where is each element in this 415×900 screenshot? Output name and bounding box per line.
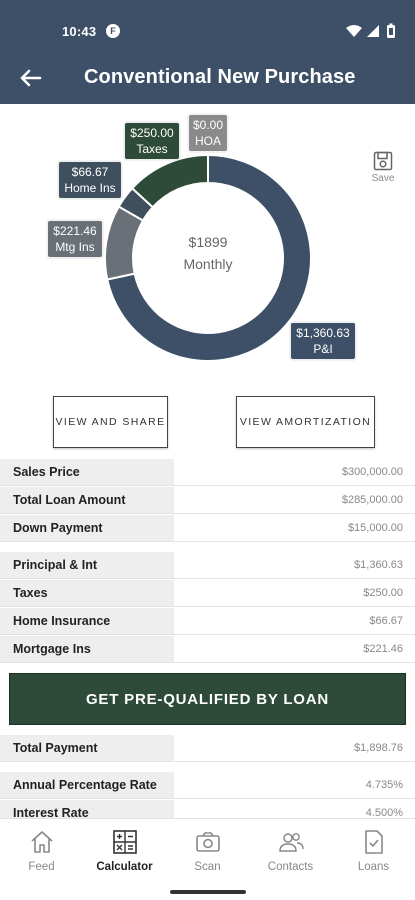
row-label: Total Loan Amount [0,487,174,513]
row-label: Principal & Int [0,552,174,578]
row-value: $1,360.63 [174,552,415,578]
get-pre-qualified-button[interactable]: GET PRE-QUALIFIED BY LOAN [9,673,406,725]
back-arrow-icon[interactable] [16,64,44,92]
battery-icon [387,23,395,38]
page-title: Conventional New Purchase [84,66,356,88]
row-label: Total Payment [0,735,174,761]
callout-taxes-value: $250.00 [130,126,174,140]
save-label: Save [371,173,395,184]
row-label: Sales Price [0,459,174,485]
status-icons [346,23,395,38]
nav-item-scan[interactable]: Scan [166,829,249,873]
chart-center-amount: $1899 [188,234,228,250]
nav-item-loans[interactable]: Loans [332,829,415,873]
row-label: Home Insurance [0,608,174,634]
app-header: 10:43 F Conventional New Purchase [0,0,415,104]
nav-label-feed: Feed [28,861,55,873]
bottom-navigation: Feed Calculator Scan [0,818,415,900]
callout-hoa-value: $0.00 [193,118,224,132]
callout-pi-label: P&I [313,342,333,356]
payment-chart: $1899 Monthly $0.00 HOA $250.00 Taxes $6… [0,104,415,384]
table-row-apr: Annual Percentage Rate 4.735% [0,772,415,799]
document-check-icon [364,830,383,854]
nav-item-contacts[interactable]: Contacts [249,829,332,873]
row-value: $285,000.00 [174,487,415,513]
contacts-icon [278,833,304,852]
row-value: $250.00 [174,580,415,606]
table-row-principal-int: Principal & Int $1,360.63 [0,552,415,579]
table-row-total-payment: Total Payment $1,898.76 [0,735,415,762]
view-amortization-button[interactable]: VIEW AMORTIZATION [236,396,375,448]
row-label: Mortgage Ins [0,636,174,662]
callout-home-ins: $66.67 Home Ins [58,161,122,199]
row-value: 4.735% [174,772,415,798]
notification-badge-icon: F [106,24,120,38]
chart-center-label: Monthly [183,256,233,272]
nav-label-contacts: Contacts [267,861,314,873]
row-label: Down Payment [0,515,174,541]
wifi-icon [346,25,362,37]
home-indicator [170,890,246,894]
save-button[interactable]: Save [367,151,399,184]
nav-item-feed[interactable]: Feed [0,829,83,873]
callout-taxes-label: Taxes [136,142,168,156]
callout-pi: $1,360.63 P&I [290,322,356,360]
callout-pi-value: $1,360.63 [296,326,350,340]
camera-icon [195,832,220,852]
nav-label-scan: Scan [194,861,221,873]
row-value: $66.67 [174,608,415,634]
donut-chart [104,153,312,362]
callout-mtg-ins-label: Mtg Ins [55,240,95,254]
nav-label-calculator: Calculator [96,861,153,873]
row-value: $15,000.00 [174,515,415,541]
callout-hoa-label: HOA [194,134,221,148]
table-row-home-insurance: Home Insurance $66.67 [0,608,415,635]
status-time: 10:43 [62,24,97,39]
row-value: $1,898.76 [174,735,415,761]
callout-hoa: $0.00 HOA [188,114,228,152]
signal-icon [367,25,379,37]
callout-home-ins-label: Home Ins [64,181,116,195]
row-value: $300,000.00 [174,459,415,485]
nav-label-loans: Loans [357,861,390,873]
table-row-mortgage-ins: Mortgage Ins $221.46 [0,636,415,663]
callout-mtg-ins: $221.46 Mtg Ins [47,220,103,258]
floppy-disk-icon [373,151,393,171]
row-value: $221.46 [174,636,415,662]
nav-item-calculator[interactable]: Calculator [83,829,166,873]
home-icon [30,831,53,853]
table-row-sales-price: Sales Price $300,000.00 [0,459,415,486]
calculator-icon [112,830,137,854]
callout-mtg-ins-value: $221.46 [53,224,97,238]
row-label: Annual Percentage Rate [0,772,174,798]
view-and-share-button[interactable]: VIEW AND SHARE [53,396,168,448]
callout-home-ins-value: $66.67 [71,165,109,179]
table-row-down-payment: Down Payment $15,000.00 [0,515,415,542]
table-row-total-loan-amount: Total Loan Amount $285,000.00 [0,487,415,514]
donut-slice-taxes [130,153,209,209]
donut-slice-pi [106,153,312,362]
callout-taxes: $250.00 Taxes [124,122,180,160]
table-row-taxes: Taxes $250.00 [0,580,415,607]
row-label: Taxes [0,580,174,606]
